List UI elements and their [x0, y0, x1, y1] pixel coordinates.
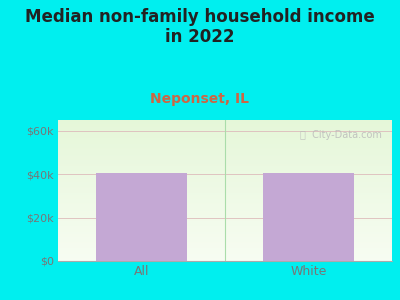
Text: Median non-family household income
in 2022: Median non-family household income in 20…	[25, 8, 375, 46]
Bar	[96, 173, 188, 261]
Bar	[262, 173, 354, 261]
Text: ⓘ  City-Data.com: ⓘ City-Data.com	[300, 130, 382, 140]
Text: Neponset, IL: Neponset, IL	[150, 92, 250, 106]
